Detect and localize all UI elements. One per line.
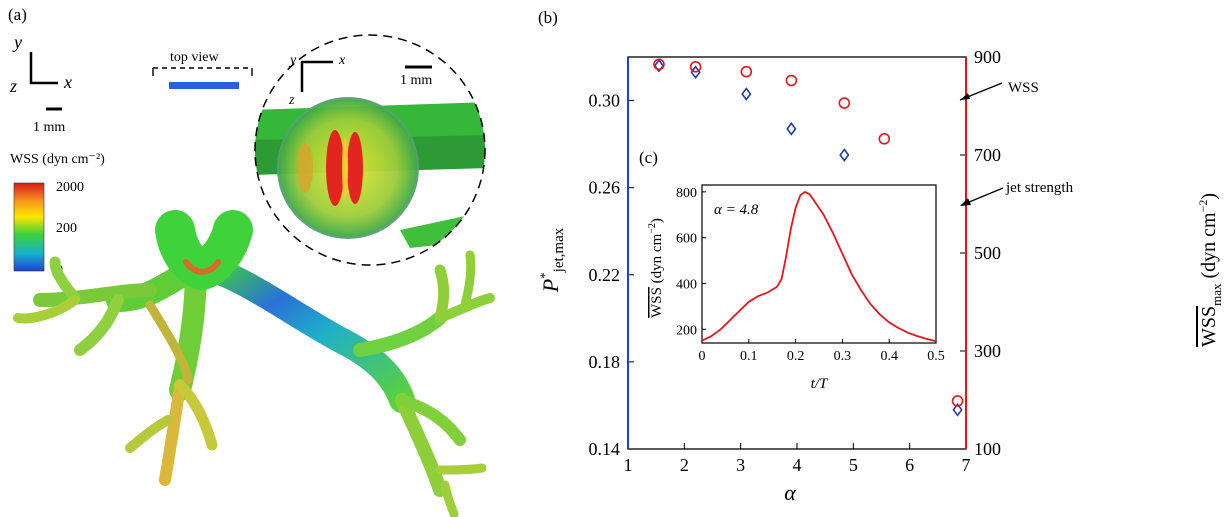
chart-c-frame [701, 184, 937, 344]
y-right-tick-label: 300 [974, 341, 1001, 361]
inset-axis-y-label: y [288, 53, 297, 68]
colorbar-tick-200: 200 [56, 221, 77, 236]
chart-c-xlabel: t/T [811, 376, 829, 392]
chart-b: (b) 1 2 3 4 5 6 70.140.180.220.260.30100300500… [537, 8, 1224, 505]
y-left-tick-label: 0.26 [589, 178, 621, 198]
chart-b-xlabel: α [784, 480, 796, 505]
scale-bar-label: 1 mm [33, 120, 65, 135]
y-left-tick-label: 0.22 [589, 265, 621, 285]
chart-b-ticks: 1 2 3 4 5 6 70.140.180.220.260.301003005007009… [589, 47, 1002, 475]
colorbar-tick-2000: 2000 [56, 180, 84, 195]
inset-y-tick-label: 800 [676, 186, 697, 201]
panel-b-label: (b) [538, 8, 558, 27]
chart-c-ylabel: WSS (dyn cm−2) [647, 218, 665, 318]
inset-axis-z-label: z [288, 93, 295, 108]
colorbar [13, 182, 45, 272]
top-view-bracket [152, 67, 253, 76]
wss-point [878, 133, 891, 145]
inset-zoom-image [254, 34, 486, 266]
inset-x-tick-label: 0.2 [787, 349, 805, 364]
inset-axis-x-label: x [338, 53, 346, 68]
chart-c-series-line [701, 190, 937, 343]
x-tick-label: 6 [905, 455, 914, 475]
wss-point [951, 395, 964, 407]
jet-strength-point [653, 58, 665, 73]
inset-axes-icon [300, 60, 333, 92]
panel-a-label: (a) [8, 5, 27, 24]
annotation-jet-strength: jet strength [1005, 180, 1074, 196]
wss-point [785, 74, 798, 87]
y-right-tick-label: 900 [974, 47, 1001, 67]
inset-x-tick-label: 0 [699, 349, 706, 364]
x-tick-label: 1 [624, 455, 633, 475]
y-right-tick-label: 100 [974, 439, 1001, 459]
inset-scale-label: 1 mm [400, 73, 432, 88]
y-right-tick-label: 500 [974, 243, 1001, 263]
chart-c: (c) 0 0.1 0.2 0.3 0.4 0.5 200 400 600 800 α = 4.8… [639, 148, 945, 392]
y-right-tick-label: 700 [974, 145, 1001, 165]
inset-x-tick-label: 0.3 [834, 349, 852, 364]
colorbar-title: WSS (dyn cm⁻²) [10, 152, 105, 167]
inset-y-tick-label: 600 [676, 232, 697, 247]
inset-y-tick-label: 400 [676, 277, 697, 292]
jet-strength-point [952, 402, 963, 417]
axis-x-label: x [63, 72, 72, 92]
inset-x-tick-label: 0.5 [927, 349, 945, 364]
svg-text:WSSmax (dyn cm−2): WSSmax (dyn cm−2) [1196, 193, 1224, 347]
axis-z-label: z [9, 76, 17, 96]
axis-y-label: y [12, 32, 22, 52]
annotation-wss-arrowhead [960, 93, 970, 100]
coordinate-axes-icon [29, 52, 58, 85]
chart-c-annotation: α = 4.8 [714, 202, 759, 218]
inset-x-tick-label: 0.4 [880, 349, 898, 364]
top-view-label: top view [170, 50, 219, 65]
wss-point [740, 65, 753, 78]
chart-b-ylabel-left: P*jet,max [537, 227, 567, 293]
y-left-tick-label: 0.30 [589, 91, 621, 111]
jet-strength-point [741, 87, 752, 101]
inset-x-tick-label: 0.1 [740, 349, 758, 364]
x-tick-label: 7 [962, 455, 971, 475]
annotation-wss: WSS [1008, 80, 1039, 96]
x-tick-label: 5 [849, 455, 858, 475]
wss-point [838, 97, 851, 109]
svg-text:P*jet,max: P*jet,max [537, 227, 567, 293]
panel-c-label: (c) [639, 148, 658, 167]
chart-c-ticks: 0 0.1 0.2 0.3 0.4 0.5 200 400 600 800 [676, 186, 945, 364]
chart-b-ylabel-right: WSSmax (dyn cm−2) [1196, 193, 1224, 347]
x-tick-label: 2 [680, 455, 689, 475]
annotation-jet-arrowhead [960, 198, 971, 206]
wss-point [689, 61, 702, 73]
panel-a: (a) y z x 1 mm WSS (dyn cm⁻²) 2000 200 0… [8, 5, 495, 517]
x-tick-label: 4 [793, 455, 802, 475]
jet-strength-point [786, 122, 797, 136]
chart-b-marks [653, 58, 964, 417]
airway-tree-image [13, 82, 495, 517]
inset-y-tick-label: 200 [676, 323, 697, 338]
y-left-tick-label: 0.14 [589, 439, 621, 459]
svg-text:WSS (dyn cm−2): WSS (dyn cm−2) [647, 218, 665, 318]
wss-point [653, 58, 665, 71]
jet-strength-point [839, 148, 850, 162]
y-left-tick-label: 0.18 [589, 352, 621, 372]
x-tick-label: 3 [736, 455, 745, 475]
